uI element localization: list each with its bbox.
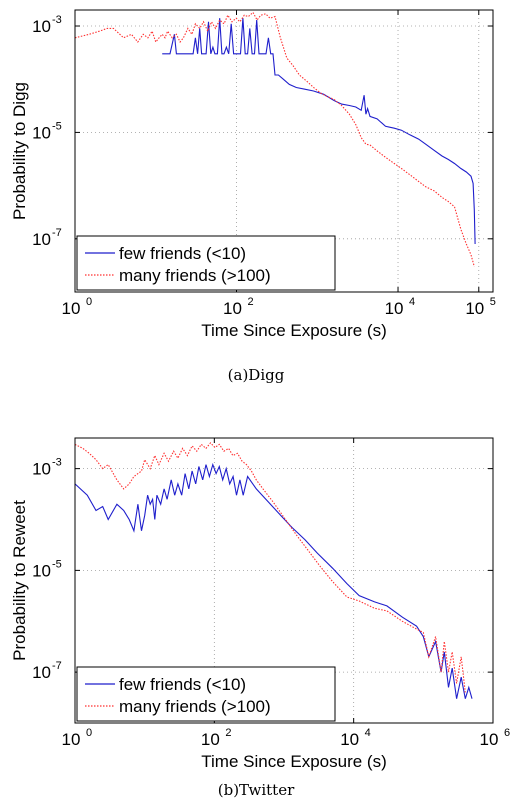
panel-digg-caption: (a)Digg — [228, 366, 285, 384]
panel-twitter-y-axis-label: Probability to Reweet — [10, 500, 29, 661]
panel-digg-xtick-label: 10 — [385, 299, 404, 318]
panel-digg-ytick-label: 10 — [32, 230, 51, 249]
panel-digg-x-axis-label: Time Since Exposure (s) — [201, 321, 386, 340]
panel-digg-y-axis-label: Probability to Digg — [10, 82, 29, 220]
panel-digg-xtick-exponent: 5 — [490, 296, 496, 308]
panel-twitter-legend-box — [76, 666, 336, 722]
panel-twitter-x-axis-label: Time Since Exposure (s) — [201, 752, 386, 771]
panel-digg-xtick-exponent: 4 — [409, 296, 415, 308]
panel-digg-ytick-exponent: -5 — [52, 120, 62, 132]
panel-twitter-series-few-friends-line — [74, 462, 473, 699]
panel-twitter-ytick-exponent: -3 — [52, 457, 62, 469]
panel-twitter-legend-label-many-friends: many friends (>100) — [119, 697, 271, 716]
panel-digg-ytick-exponent: -3 — [52, 14, 62, 26]
panel-twitter-ytick-exponent: -5 — [52, 558, 62, 570]
panel-twitter-axes-box — [74, 437, 494, 724]
panel-digg-xtick-label: 10 — [465, 299, 484, 318]
panel-digg-series-many-friends-line — [74, 11, 475, 267]
panel-twitter-legend-label-few-friends: few friends (<10) — [119, 675, 246, 694]
panel-digg-axes-box — [74, 9, 494, 293]
panel-digg-ytick-label: 10 — [32, 123, 51, 142]
panel-digg-xtick-label: 10 — [62, 299, 81, 318]
panel-digg-ytick-exponent: -7 — [52, 227, 62, 239]
panel-twitter-xtick-label: 10 — [201, 730, 220, 749]
panel-twitter-caption: (b)Twitter — [218, 781, 295, 799]
panel-twitter-ytick-label: 10 — [32, 460, 51, 479]
panel-twitter-xtick-label: 10 — [340, 730, 359, 749]
panel-digg-series-few-friends-line — [162, 18, 476, 245]
panel-digg-legend-label-few-friends: few friends (<10) — [119, 244, 246, 263]
panel-digg-legend: few friends (<10) many friends (>100) — [76, 235, 336, 291]
panel-twitter-ytick-exponent: -7 — [52, 660, 62, 672]
panel-twitter-xtick-label: 10 — [62, 730, 81, 749]
panel-digg-xtick-exponent: 0 — [86, 296, 92, 308]
panel-twitter-ytick-label: 10 — [32, 663, 51, 682]
panel-twitter-legend: few friends (<10) many friends (>100) — [76, 666, 336, 722]
panel-digg-legend-box — [76, 235, 336, 291]
panel-twitter-xtick-exponent: 4 — [365, 727, 371, 739]
panel-digg-ytick-label: 10 — [32, 17, 51, 36]
panel-twitter-xtick-exponent: 6 — [504, 727, 510, 739]
panel-digg-xtick-label: 10 — [223, 299, 242, 318]
panel-digg-legend-label-many-friends: many friends (>100) — [119, 266, 271, 285]
panel-twitter-xtick-exponent: 2 — [225, 727, 231, 739]
panel-twitter-xtick-exponent: 0 — [86, 727, 92, 739]
panel-digg-xtick-exponent: 2 — [248, 296, 254, 308]
panel-twitter-xtick-label: 10 — [480, 730, 499, 749]
panel-twitter-ytick-label: 10 — [32, 561, 51, 580]
panel-twitter-series-many-friends-line — [74, 442, 466, 693]
